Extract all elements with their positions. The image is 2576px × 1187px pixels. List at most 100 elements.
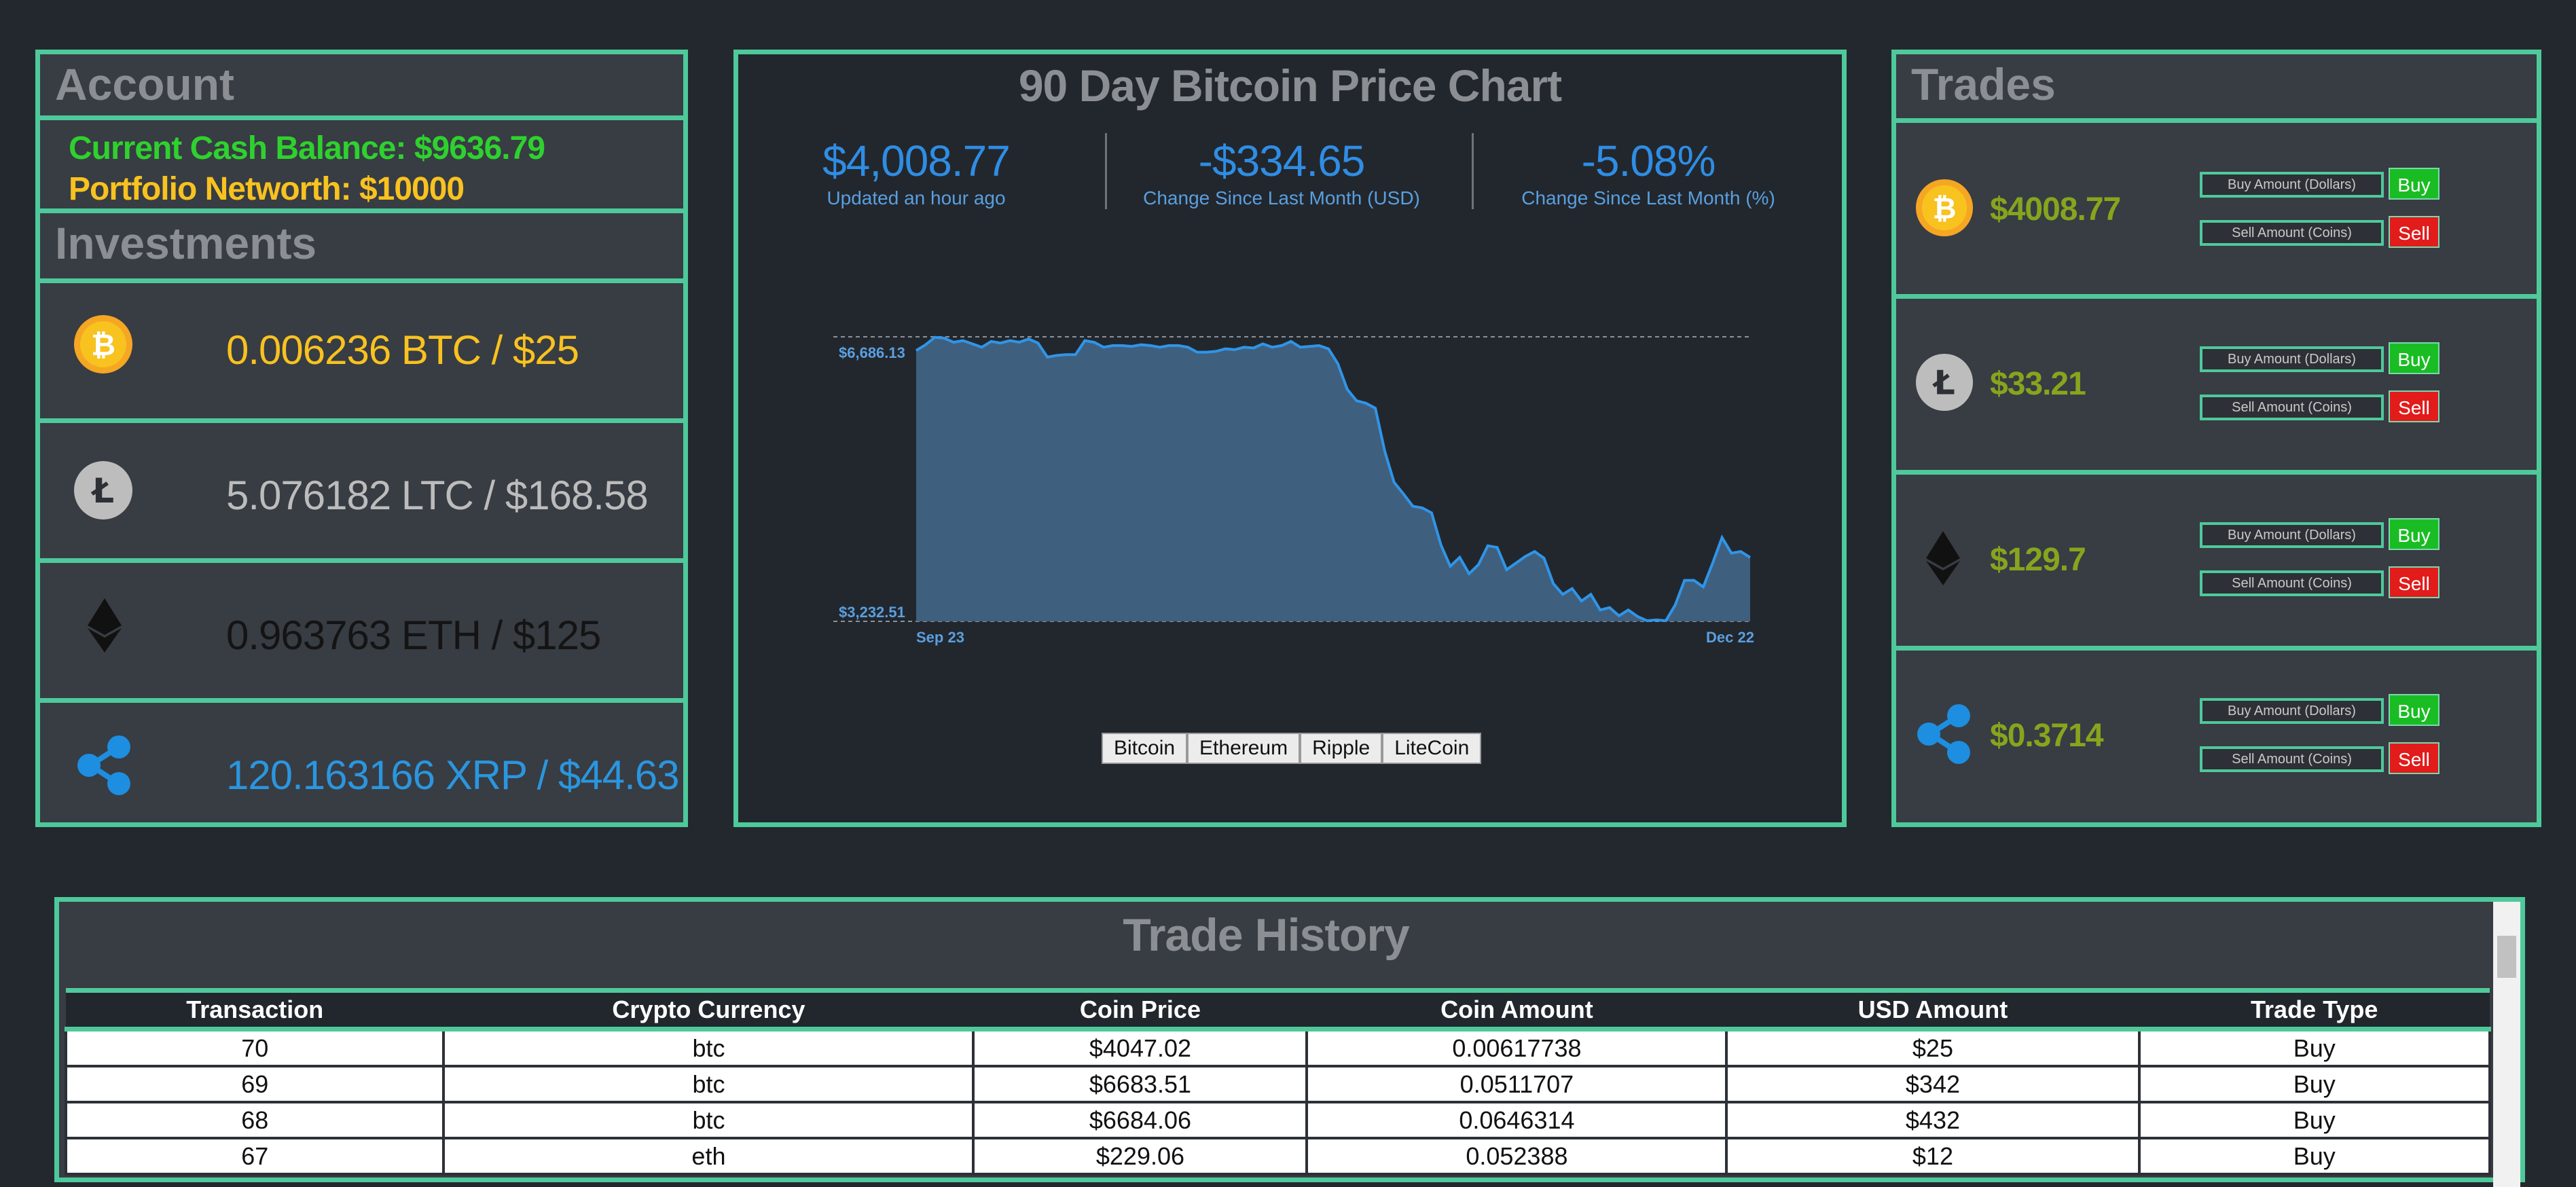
sell-button[interactable]: Sell bbox=[2389, 566, 2439, 598]
trade-row-xrp: $0.3714 Buy Amount (Dollars) Sell Amount… bbox=[1896, 651, 2537, 822]
history-scrollbar[interactable] bbox=[2493, 902, 2520, 1187]
trades-header: Trades bbox=[1896, 54, 2537, 123]
scrollbar-thumb[interactable] bbox=[2497, 936, 2516, 978]
table-cell: 70 bbox=[64, 1027, 446, 1067]
table-cell: $25 bbox=[1725, 1027, 2141, 1067]
account-balances: Current Cash Balance: $9636.79 Portfolio… bbox=[40, 120, 683, 213]
chart-panel: 90 Day Bitcoin Price Chart $4,008.77 Upd… bbox=[733, 50, 1847, 827]
trade-row-btc: ₿ $4008.77 Buy Amount (Dollars) Sell Amo… bbox=[1896, 123, 2537, 299]
trade-row-ltc: Ł $33.21 Buy Amount (Dollars) Sell Amoun… bbox=[1896, 299, 2537, 475]
table-cell: $6683.51 bbox=[972, 1065, 1309, 1103]
investment-row-btc: ₿ 0.006236 BTC / $25 bbox=[40, 283, 683, 423]
y-max-label: $6,686.13 bbox=[839, 344, 905, 361]
sell-button[interactable]: Sell bbox=[2389, 742, 2439, 774]
coin-tabs: Bitcoin Ethereum Ripple LiteCoin bbox=[1102, 733, 1482, 764]
buy-button[interactable]: Buy bbox=[2389, 518, 2439, 550]
table-row: 69 btc $6683.51 0.0511707 $342 Buy bbox=[64, 1065, 2491, 1103]
trade-price-btc: $4008.77 bbox=[1990, 191, 2121, 227]
table-cell: $4047.02 bbox=[972, 1027, 1309, 1067]
investment-text-eth: 0.963763 ETH / $125 bbox=[226, 613, 601, 658]
table-cell: 0.0511707 bbox=[1305, 1065, 1728, 1103]
portfolio-networth: Portfolio Networth: $10000 bbox=[69, 171, 465, 207]
sell-button[interactable]: Sell bbox=[2389, 390, 2439, 422]
investment-text-btc: 0.006236 BTC / $25 bbox=[226, 327, 579, 373]
column-header: Trade Type bbox=[2139, 988, 2490, 1031]
x-start-label: Sep 23 bbox=[916, 629, 964, 646]
ethereum-icon bbox=[1926, 531, 1960, 585]
table-cell: Buy bbox=[2137, 1137, 2491, 1175]
account-panel: Account Current Cash Balance: $9636.79 P… bbox=[35, 50, 688, 827]
account-title: Account bbox=[55, 59, 234, 109]
table-cell: eth bbox=[442, 1137, 975, 1175]
column-header: Coin Amount bbox=[1307, 988, 1727, 1031]
buy-button[interactable]: Buy bbox=[2389, 342, 2439, 374]
buy-amount-input[interactable]: Buy Amount (Dollars) bbox=[2200, 698, 2384, 724]
buy-button[interactable]: Buy bbox=[2389, 694, 2439, 726]
svg-text:₿: ₿ bbox=[91, 328, 115, 363]
chart-title: 90 Day Bitcoin Price Chart bbox=[1018, 60, 1562, 111]
tab-ethereum[interactable]: Ethereum bbox=[1187, 733, 1301, 764]
table-cell: btc bbox=[442, 1101, 975, 1139]
investment-row-eth: 0.963763 ETH / $125 bbox=[40, 563, 683, 703]
price-line bbox=[915, 335, 1752, 623]
svg-text:Ł: Ł bbox=[90, 471, 114, 511]
investment-text-ltc: 5.076182 LTC / $168.58 bbox=[226, 473, 649, 518]
litecoin-icon: Ł bbox=[1915, 353, 1974, 412]
current-price: $4,008.77 bbox=[822, 136, 1011, 185]
price-chart: $6,686.13 $3,232.51 Sep 23 Dec 22 bbox=[833, 335, 1754, 646]
change-pct-stat: -5.08% Change Since Last Month (%) bbox=[1506, 136, 1791, 209]
stat-divider bbox=[1472, 133, 1474, 209]
ethereum-icon bbox=[88, 598, 122, 653]
sell-amount-input[interactable]: Sell Amount (Coins) bbox=[2200, 570, 2384, 596]
sell-amount-input[interactable]: Sell Amount (Coins) bbox=[2200, 220, 2384, 246]
buy-button[interactable]: Buy bbox=[2389, 168, 2439, 200]
bitcoin-icon: ₿ bbox=[74, 315, 132, 373]
investments-header: Investments bbox=[40, 213, 683, 283]
column-header: Crypto Currency bbox=[443, 988, 974, 1031]
column-header: USD Amount bbox=[1726, 988, 2139, 1031]
table-cell: 68 bbox=[64, 1101, 446, 1139]
ripple-icon bbox=[77, 735, 130, 795]
trades-panel: Trades ₿ $4008.77 Buy Amount (Dollars) S… bbox=[1891, 50, 2541, 827]
table-cell: $6684.06 bbox=[972, 1101, 1309, 1139]
table-row: 68 btc $6684.06 0.0646314 $432 Buy bbox=[64, 1101, 2491, 1139]
table-header-row: Transaction Crypto Currency Coin Price C… bbox=[66, 988, 2490, 1031]
tab-ripple[interactable]: Ripple bbox=[1300, 733, 1383, 764]
sell-amount-input[interactable]: Sell Amount (Coins) bbox=[2200, 395, 2384, 420]
sell-amount-input[interactable]: Sell Amount (Coins) bbox=[2200, 746, 2384, 772]
table-cell: 0.0646314 bbox=[1305, 1101, 1728, 1139]
table-cell: Buy bbox=[2137, 1101, 2491, 1139]
trade-history-table: Transaction Crypto Currency Coin Price C… bbox=[64, 988, 2491, 1175]
x-end-label: Dec 22 bbox=[1706, 629, 1754, 646]
ripple-icon bbox=[1917, 704, 1970, 764]
table-cell: $12 bbox=[1725, 1137, 2141, 1175]
svg-text:Ł: Ł bbox=[1931, 364, 1955, 403]
table-cell: $432 bbox=[1725, 1101, 2141, 1139]
table-row: 67 eth $229.06 0.052388 $12 Buy bbox=[64, 1137, 2491, 1175]
cash-balance: Current Cash Balance: $9636.79 bbox=[69, 130, 545, 166]
table-cell: 0.052388 bbox=[1305, 1137, 1728, 1175]
tab-litecoin[interactable]: LiteCoin bbox=[1382, 733, 1482, 764]
change-pct-caption: Change Since Last Month (%) bbox=[1521, 187, 1775, 208]
table-cell: btc bbox=[442, 1065, 975, 1103]
table-cell: Buy bbox=[2137, 1027, 2491, 1067]
trade-price-xrp: $0.3714 bbox=[1990, 718, 2104, 754]
change-usd-stat: -$334.65 Change Since Last Month (USD) bbox=[1139, 136, 1424, 209]
investments-title: Investments bbox=[55, 218, 317, 268]
trade-history-title: Trade History bbox=[1123, 909, 1410, 961]
buy-amount-input[interactable]: Buy Amount (Dollars) bbox=[2200, 172, 2384, 198]
table-cell: $229.06 bbox=[972, 1137, 1309, 1175]
table-row: 70 btc $4047.02 0.00617738 $25 Buy bbox=[64, 1027, 2491, 1067]
trade-row-eth: $129.7 Buy Amount (Dollars) Sell Amount … bbox=[1896, 475, 2537, 651]
trade-price-eth: $129.7 bbox=[1990, 542, 2086, 578]
trades-title: Trades bbox=[1911, 59, 2056, 109]
table-cell: Buy bbox=[2137, 1065, 2491, 1103]
column-header: Coin Price bbox=[973, 988, 1307, 1031]
table-cell: 67 bbox=[64, 1137, 446, 1175]
table-cell: $342 bbox=[1725, 1065, 2141, 1103]
tab-bitcoin[interactable]: Bitcoin bbox=[1102, 733, 1188, 764]
table-cell: 0.00617738 bbox=[1305, 1027, 1728, 1067]
sell-button[interactable]: Sell bbox=[2389, 216, 2439, 248]
buy-amount-input[interactable]: Buy Amount (Dollars) bbox=[2200, 522, 2384, 548]
buy-amount-input[interactable]: Buy Amount (Dollars) bbox=[2200, 346, 2384, 372]
